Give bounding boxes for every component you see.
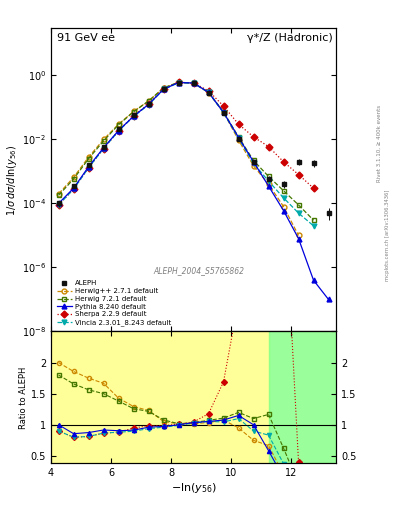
Text: Rivet 3.1.10, ≥ 400k events: Rivet 3.1.10, ≥ 400k events	[377, 105, 382, 182]
Text: mcplots.cern.ch [arXiv:1306.3436]: mcplots.cern.ch [arXiv:1306.3436]	[385, 190, 389, 281]
X-axis label: $-\ln(y_{56})$: $-\ln(y_{56})$	[171, 481, 217, 495]
Text: 91 GeV ee: 91 GeV ee	[57, 33, 115, 42]
Text: ALEPH_2004_S5765862: ALEPH_2004_S5765862	[154, 266, 245, 275]
Legend: ALEPH, Herwig++ 2.7.1 default, Herwig 7.2.1 default, Pythia 8.240 default, Sherp: ALEPH, Herwig++ 2.7.1 default, Herwig 7.…	[55, 279, 173, 328]
Text: γ*/Z (Hadronic): γ*/Z (Hadronic)	[248, 33, 333, 42]
Y-axis label: Ratio to ALEPH: Ratio to ALEPH	[19, 366, 28, 429]
Y-axis label: $1/\sigma\, d\sigma/d\ln(y_{56})$: $1/\sigma\, d\sigma/d\ln(y_{56})$	[5, 144, 19, 216]
